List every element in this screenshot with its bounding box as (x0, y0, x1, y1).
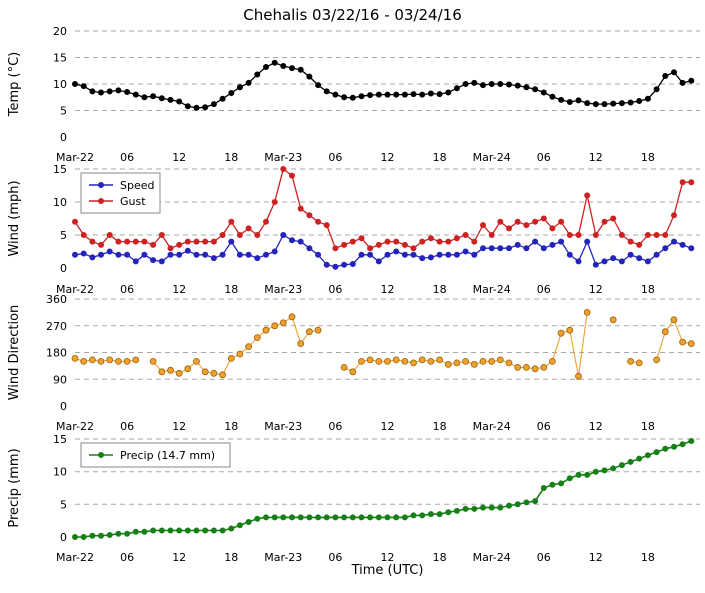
svg-text:15: 15 (53, 433, 67, 446)
svg-text:06: 06 (328, 551, 342, 564)
svg-text:18: 18 (641, 283, 655, 296)
svg-text:06: 06 (328, 420, 342, 433)
svg-text:Mar-23: Mar-23 (264, 283, 302, 296)
svg-text:12: 12 (589, 283, 603, 296)
svg-text:Mar-22: Mar-22 (56, 283, 94, 296)
svg-text:06: 06 (120, 420, 134, 433)
svg-text:Mar-24: Mar-24 (473, 283, 511, 296)
svg-text:06: 06 (537, 551, 551, 564)
svg-text:270: 270 (46, 320, 67, 333)
svg-text:0: 0 (60, 531, 67, 544)
svg-text:10: 10 (53, 78, 67, 91)
svg-text:12: 12 (172, 420, 186, 433)
svg-text:Temp (°C): Temp (°C) (7, 52, 22, 118)
svg-text:5: 5 (60, 229, 67, 242)
svg-text:5: 5 (60, 498, 67, 511)
svg-text:18: 18 (433, 283, 447, 296)
svg-text:Mar-24: Mar-24 (473, 551, 511, 564)
svg-text:12: 12 (381, 551, 395, 564)
svg-text:18: 18 (224, 551, 238, 564)
svg-text:20: 20 (53, 25, 67, 38)
svg-text:18: 18 (641, 420, 655, 433)
svg-text:15: 15 (53, 163, 67, 176)
svg-text:Mar-23: Mar-23 (264, 151, 302, 164)
svg-text:18: 18 (433, 420, 447, 433)
svg-text:12: 12 (589, 151, 603, 164)
svg-text:Precip (mm): Precip (mm) (7, 448, 22, 527)
svg-text:06: 06 (537, 151, 551, 164)
svg-text:18: 18 (433, 551, 447, 564)
svg-text:06: 06 (120, 151, 134, 164)
svg-text:18: 18 (224, 283, 238, 296)
x-axis-label: Time (UTC) (351, 563, 424, 578)
svg-text:0: 0 (60, 262, 67, 275)
svg-text:180: 180 (46, 347, 67, 360)
svg-text:Gust: Gust (120, 195, 146, 208)
svg-text:06: 06 (120, 551, 134, 564)
svg-text:12: 12 (381, 283, 395, 296)
svg-text:Speed: Speed (120, 179, 154, 192)
svg-text:0: 0 (60, 400, 67, 413)
svg-text:12: 12 (172, 151, 186, 164)
svg-text:Mar-23: Mar-23 (264, 551, 302, 564)
svg-text:Mar-24: Mar-24 (473, 151, 511, 164)
svg-text:06: 06 (537, 420, 551, 433)
svg-text:Wind (mph): Wind (mph) (7, 180, 22, 256)
svg-text:18: 18 (641, 551, 655, 564)
svg-text:10: 10 (53, 466, 67, 479)
svg-text:12: 12 (589, 551, 603, 564)
svg-text:Mar-23: Mar-23 (264, 420, 302, 433)
svg-text:06: 06 (120, 283, 134, 296)
svg-text:Mar-24: Mar-24 (473, 420, 511, 433)
svg-text:360: 360 (46, 293, 67, 306)
svg-text:Mar-22: Mar-22 (56, 420, 94, 433)
svg-text:Wind Direction: Wind Direction (7, 305, 22, 401)
svg-text:12: 12 (381, 420, 395, 433)
svg-text:18: 18 (224, 420, 238, 433)
svg-text:12: 12 (172, 551, 186, 564)
svg-text:06: 06 (537, 283, 551, 296)
svg-text:90: 90 (53, 373, 67, 386)
svg-text:18: 18 (641, 151, 655, 164)
svg-text:12: 12 (172, 283, 186, 296)
svg-text:06: 06 (328, 151, 342, 164)
svg-text:18: 18 (224, 151, 238, 164)
svg-text:12: 12 (589, 420, 603, 433)
svg-text:0: 0 (60, 131, 67, 144)
svg-text:15: 15 (53, 52, 67, 65)
svg-text:5: 5 (60, 105, 67, 118)
chart-title: Chehalis 03/22/16 - 03/24/16 (243, 6, 462, 24)
svg-text:18: 18 (433, 151, 447, 164)
svg-text:Precip (14.7 mm): Precip (14.7 mm) (120, 449, 215, 462)
svg-text:12: 12 (381, 151, 395, 164)
svg-text:Mar-22: Mar-22 (56, 551, 94, 564)
svg-text:Mar-22: Mar-22 (56, 151, 94, 164)
svg-text:06: 06 (328, 283, 342, 296)
svg-text:10: 10 (53, 196, 67, 209)
